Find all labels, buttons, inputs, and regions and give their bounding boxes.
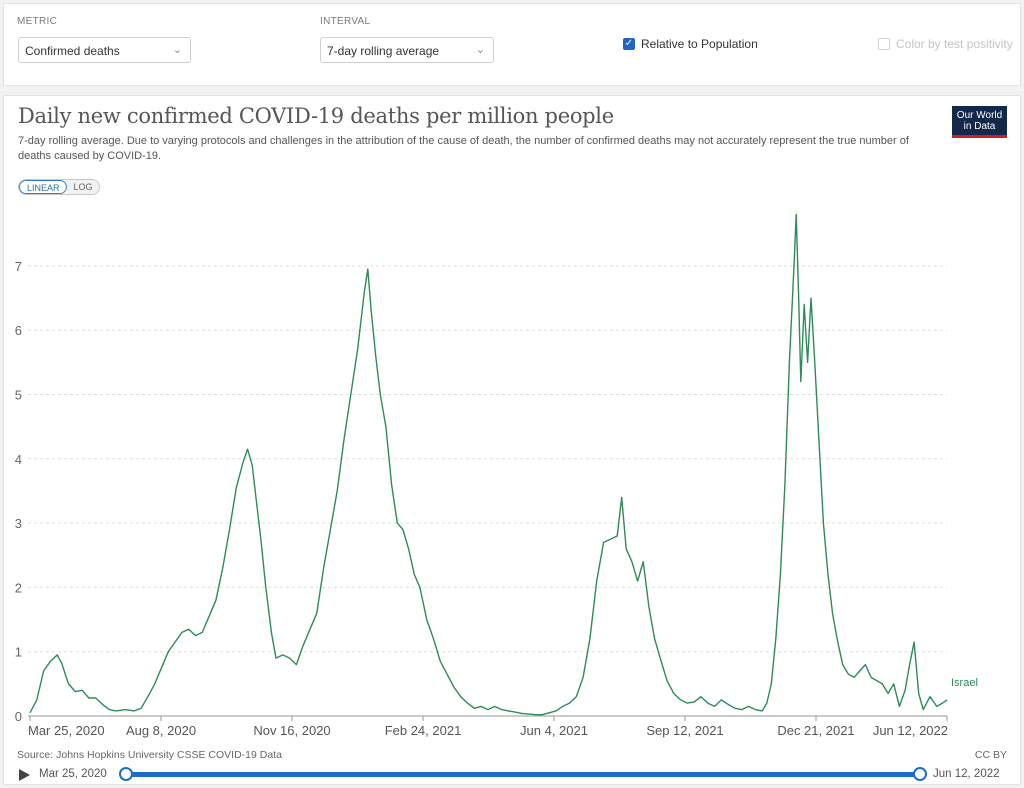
- chevron-down-icon: ⌄: [475, 44, 485, 56]
- y-tick-label: 5: [15, 388, 22, 403]
- scale-toggle: LINEAR LOG: [18, 179, 100, 195]
- owid-logo[interactable]: Our World in Data: [952, 106, 1007, 138]
- relative-to-population-label: Relative to Population: [641, 37, 758, 51]
- timeline-start-handle[interactable]: [119, 767, 133, 781]
- empty-checkbox-icon: [878, 38, 890, 50]
- color-by-test-positivity-checkbox[interactable]: Color by test positivity: [878, 37, 1013, 51]
- chart-title: Daily new confirmed COVID-19 deaths per …: [18, 104, 614, 128]
- chart-card: Daily new confirmed COVID-19 deaths per …: [3, 95, 1021, 785]
- x-tick-label: Feb 24, 2021: [385, 723, 462, 738]
- linear-scale-button[interactable]: LINEAR: [19, 180, 67, 194]
- metric-select[interactable]: Confirmed deaths ⌄: [18, 37, 191, 63]
- y-tick-label: 2: [15, 580, 22, 595]
- x-tick-label: Jun 12, 2022: [873, 723, 948, 738]
- interval-select-value: 7-day rolling average: [327, 44, 440, 58]
- x-tick-label: Jun 4, 2021: [520, 723, 588, 738]
- x-tick-label: Sep 12, 2021: [646, 723, 723, 738]
- checkmark-icon: ✓: [623, 38, 635, 50]
- x-tick-label: Mar 25, 2020: [28, 723, 105, 738]
- metric-label: METRIC: [17, 16, 58, 27]
- x-tick-label: Aug 8, 2020: [126, 723, 196, 738]
- logo-line-1: Our World: [956, 110, 1003, 121]
- y-tick-label: 7: [15, 259, 22, 274]
- x-tick-label: Dec 21, 2021: [777, 723, 854, 738]
- y-tick-label: 4: [15, 452, 22, 467]
- timeline-track[interactable]: [126, 772, 920, 777]
- play-icon[interactable]: [19, 769, 30, 781]
- series-line-israel: [29, 213, 948, 716]
- timeline-start-date: Mar 25, 2020: [39, 768, 107, 780]
- y-tick-label: 6: [15, 323, 22, 338]
- y-tick-label: 1: [15, 645, 22, 660]
- series-label: Israel: [951, 677, 978, 689]
- x-tick-label: Nov 16, 2020: [253, 723, 330, 738]
- timeline-end-date: Jun 12, 2022: [933, 768, 1000, 780]
- controls-panel: METRIC Confirmed deaths ⌄ INTERVAL 7-day…: [3, 3, 1021, 86]
- chevron-down-icon: ⌄: [172, 44, 182, 56]
- interval-label: INTERVAL: [320, 16, 371, 27]
- timeline-end-handle[interactable]: [913, 767, 927, 781]
- log-scale-button[interactable]: LOG: [66, 180, 99, 194]
- timeline: Mar 25, 2020 Jun 12, 2022: [0, 764, 1024, 786]
- metric-select-value: Confirmed deaths: [25, 44, 120, 58]
- source-note[interactable]: Source: Johns Hopkins University CSSE CO…: [17, 749, 282, 761]
- color-by-test-positivity-label: Color by test positivity: [896, 37, 1013, 51]
- chart-subtitle: 7-day rolling average. Due to varying pr…: [18, 135, 909, 162]
- relative-to-population-checkbox[interactable]: ✓ Relative to Population: [623, 37, 758, 51]
- interval-select[interactable]: 7-day rolling average ⌄: [320, 37, 494, 63]
- y-tick-label: 3: [15, 516, 22, 531]
- logo-line-2: in Data: [963, 121, 996, 132]
- y-tick-label: 0: [15, 709, 22, 724]
- license-link[interactable]: CC BY: [974, 749, 1007, 761]
